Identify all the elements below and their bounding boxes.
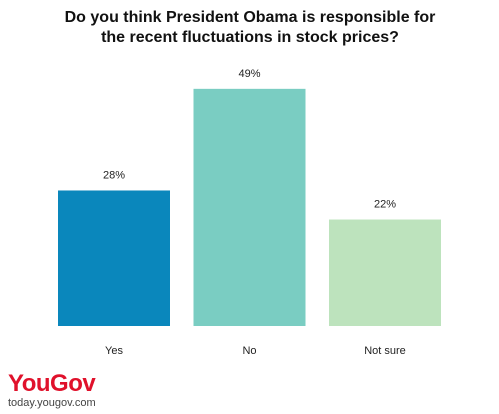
value-label: 49% xyxy=(238,68,260,80)
value-label: 22% xyxy=(374,199,396,211)
bar xyxy=(329,219,441,326)
value-label: 28% xyxy=(103,169,125,181)
source-url: today.yougov.com xyxy=(8,397,96,409)
x-tick-label: Yes xyxy=(105,345,123,357)
chart-title: Do you think President Obama is responsi… xyxy=(64,9,436,46)
chart: 28% Yes 49% No 22% Not sure xyxy=(58,68,441,357)
bar xyxy=(58,190,170,326)
x-tick-label: Not sure xyxy=(364,345,406,357)
x-tick-label: No xyxy=(242,345,256,357)
bar xyxy=(193,88,306,326)
logo: YouGov xyxy=(8,370,96,397)
